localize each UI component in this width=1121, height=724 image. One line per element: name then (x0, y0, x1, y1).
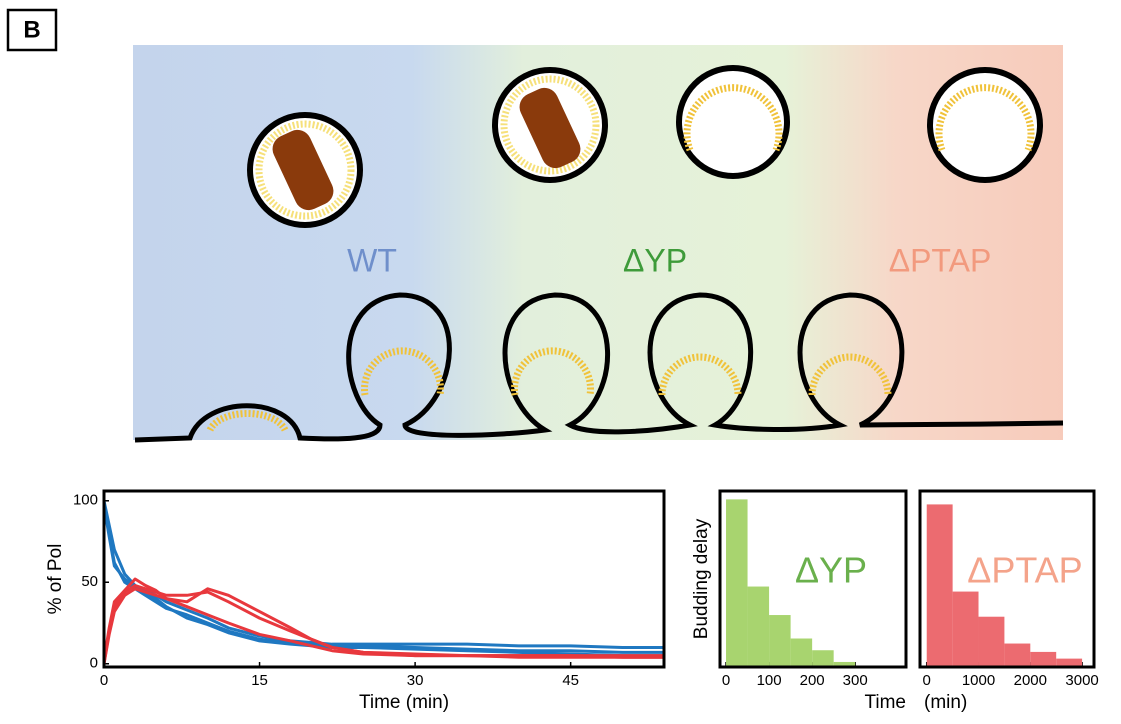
x-tick-label: 0 (100, 672, 108, 689)
x-tick-label: 1000 (962, 672, 995, 689)
line-series (102, 587, 664, 665)
illustration: WT ΔYP ΔPTAP (133, 45, 1064, 443)
x-tick-label: 200 (800, 672, 825, 689)
panel-label: B (23, 16, 40, 43)
x-tick-label: 300 (843, 672, 868, 689)
x-tick-label: 3000 (1065, 672, 1098, 689)
lattices (255, 75, 1035, 220)
histogram-bar (812, 650, 834, 667)
x-tick-label: 0 (923, 672, 931, 689)
histogram-bar (1030, 651, 1057, 667)
histogram-bar (769, 615, 791, 667)
line-series (102, 505, 664, 658)
y-tick-label: 50 (81, 573, 98, 590)
histogram-bar (726, 499, 748, 667)
cores (272, 87, 581, 211)
y-tick-label: 0 (90, 655, 98, 672)
illustration-label: WT (347, 242, 397, 278)
panel-label-box (6, 8, 58, 52)
y-tick-label: 100 (73, 492, 98, 509)
x-tick-label: 0 (722, 672, 730, 689)
axes-box (918, 489, 1096, 669)
y-axis-label: % of Pol (45, 544, 66, 615)
x-tick-label: 2000 (1014, 672, 1047, 689)
x-tick-label: 30 (407, 672, 424, 689)
x-axis-label: (min) (924, 692, 967, 713)
axes-box (718, 489, 908, 669)
membrane (134, 292, 1064, 443)
x-axis-label: Time (min) (359, 692, 449, 713)
annotation: ΔPTAP (967, 550, 1082, 591)
histogram-bar (1056, 658, 1083, 667)
axes-box (102, 489, 666, 669)
histogram-bar (1004, 643, 1031, 667)
x-axis-label: Time (864, 692, 906, 713)
x-tick-label: 100 (757, 672, 782, 689)
x-tick-label: 15 (251, 672, 268, 689)
buds (206, 347, 892, 432)
line-series (102, 503, 664, 654)
x-tick-label: 45 (562, 672, 579, 689)
histogram-bar (747, 586, 770, 667)
illustration-label: ΔYP (623, 242, 687, 278)
annotation: ΔYP (795, 550, 867, 591)
illustration-labels: WT ΔYP ΔPTAP (347, 242, 991, 278)
histogram-bar (978, 616, 1005, 667)
histogram-bar (833, 661, 856, 667)
y-axis-label: Budding delay (691, 518, 712, 639)
histogram-bar (790, 638, 813, 667)
charts: 0 15 30 45 0 50 100 % of Pol Time (min) 0 100 200 30… (45, 489, 1099, 713)
line-series (102, 500, 664, 649)
illustration-label: ΔPTAP (889, 242, 992, 278)
histogram-bar (926, 504, 953, 667)
histogram-bar (952, 591, 979, 667)
